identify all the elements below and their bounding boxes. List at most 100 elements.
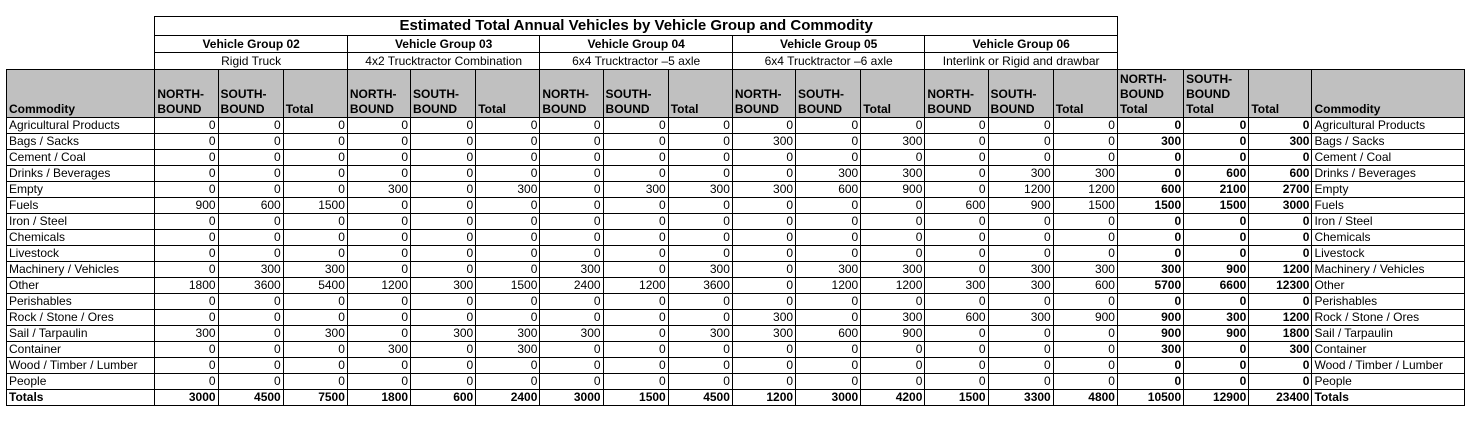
commodity-label: Fuels <box>5 197 156 214</box>
commodity-label: Container <box>1311 341 1465 358</box>
commodity-label: Agricultural Products <box>5 117 156 134</box>
value-cell: 300 <box>154 325 219 342</box>
value-cell: 300 <box>987 309 1054 326</box>
value-cell: 12300 <box>1248 277 1313 294</box>
value-cell: 0 <box>410 133 477 150</box>
value-cell: 12900 <box>1183 389 1250 406</box>
value-cell: 0 <box>1248 117 1313 134</box>
value-cell: 0 <box>1052 117 1118 134</box>
value-cell: 0 <box>539 197 604 214</box>
table-row: Empty 0 0 0 300 0 300 0 300 300 300 600 900 0 1200 1200… <box>5 181 1465 198</box>
commodity-label: Agricultural Products <box>1311 117 1465 134</box>
value-cell: 0 <box>1183 373 1250 390</box>
value-cell: 0 <box>217 357 284 374</box>
value-cell: 0 <box>282 213 348 230</box>
value-cell: 0 <box>602 149 669 166</box>
value-cell: 0 <box>602 341 669 358</box>
value-cell: 300 <box>1052 261 1118 278</box>
value-cell: 0 <box>795 117 862 134</box>
value-cell: 0 <box>154 373 219 390</box>
value-cell: 0 <box>410 261 477 278</box>
table-row: Cement / Coal 0 0 0 0 0 0 0 0 0 0 0 0 0 0 0 0 0 0 Cement / … <box>5 149 1465 166</box>
value-cell: 0 <box>987 213 1054 230</box>
value-cell: 300 <box>1052 165 1118 182</box>
value-cell: 0 <box>539 181 604 198</box>
value-cell: 0 <box>410 309 477 326</box>
value-cell: 1500 <box>1183 197 1250 214</box>
southbound-header: SOUTH-BOUND <box>602 69 669 118</box>
value-cell: 0 <box>924 213 989 230</box>
value-cell: 0 <box>987 373 1054 390</box>
value-cell: 0 <box>410 245 477 262</box>
commodity-header: Commodity <box>5 69 156 118</box>
value-cell: 0 <box>1248 213 1313 230</box>
vehicle-group-name: Vehicle Group 03 <box>346 35 541 53</box>
commodity-label: Perishables <box>1311 293 1465 310</box>
value-cell: 0 <box>1183 357 1250 374</box>
value-cell: 300 <box>1116 341 1185 358</box>
value-cell: 0 <box>1183 117 1250 134</box>
value-cell: 0 <box>346 357 412 374</box>
commodity-label: Chemicals <box>1311 229 1465 246</box>
value-cell: 0 <box>924 293 989 310</box>
value-cell: 0 <box>346 149 412 166</box>
value-cell: 300 <box>602 181 669 198</box>
table-row: Bags / Sacks 0 0 0 0 0 0 0 0 0 300 0 300 0 0 0 300 0 300 Ba… <box>5 133 1465 150</box>
vehicle-commodity-table: Estimated Total Annual Vehicles by Vehic… <box>5 16 1465 406</box>
blank-cell <box>1117 17 1464 36</box>
value-cell: 600 <box>410 389 477 406</box>
value-cell: 0 <box>667 293 733 310</box>
value-cell: 0 <box>410 229 477 246</box>
commodity-label: Other <box>5 277 156 294</box>
table-row: Iron / Steel 0 0 0 0 0 0 0 0 0 0 0 0 0 0 0 0 0 0 Iron / Ste… <box>5 213 1465 230</box>
value-cell: 300 <box>475 325 541 342</box>
value-cell: 300 <box>987 261 1054 278</box>
vehicle-group-name: Vehicle Group 02 <box>154 35 348 53</box>
value-cell: 1200 <box>1248 261 1313 278</box>
value-cell: 0 <box>410 341 477 358</box>
value-cell: 0 <box>346 309 412 326</box>
value-cell: 300 <box>539 325 604 342</box>
value-cell: 300 <box>1248 133 1313 150</box>
commodity-label: Sail / Tarpaulin <box>1311 325 1465 342</box>
table-title: Estimated Total Annual Vehicles by Vehic… <box>154 16 1118 36</box>
value-cell: 300 <box>1183 309 1250 326</box>
value-cell: 0 <box>860 341 926 358</box>
table-row: Livestock 0 0 0 0 0 0 0 0 0 0 0 0 0 0 0 0 0 0 Livestock <box>5 245 1465 262</box>
value-cell: 0 <box>539 213 604 230</box>
value-cell: 0 <box>282 133 348 150</box>
value-cell: 1800 <box>1248 325 1313 342</box>
value-cell: 2700 <box>1248 181 1313 198</box>
value-cell: 0 <box>475 117 541 134</box>
value-cell: 300 <box>475 341 541 358</box>
value-cell: 0 <box>731 165 797 182</box>
value-cell: 300 <box>346 341 412 358</box>
commodity-label: Totals <box>5 389 156 406</box>
value-cell: 0 <box>987 149 1054 166</box>
value-cell: 0 <box>924 261 989 278</box>
table-row: Wood / Timber / Lumber 0 0 0 0 0 0 0 0 0 0 0 0 0 0 0 0 0 0… <box>5 357 1465 374</box>
southbound-total-header: SOUTH-BOUND Total <box>1183 69 1250 118</box>
value-cell: 0 <box>1116 245 1185 262</box>
value-cell: 0 <box>602 165 669 182</box>
blank-cell <box>1117 36 1464 53</box>
value-cell: 0 <box>475 373 541 390</box>
value-cell: 0 <box>282 165 348 182</box>
value-cell: 0 <box>667 197 733 214</box>
commodity-label: Empty <box>5 181 156 198</box>
value-cell: 3300 <box>987 389 1054 406</box>
value-cell: 0 <box>667 309 733 326</box>
value-cell: 0 <box>667 357 733 374</box>
value-cell: 0 <box>731 149 797 166</box>
total-header: Total <box>475 69 541 118</box>
value-cell: 0 <box>1183 341 1250 358</box>
value-cell: 600 <box>1183 165 1250 182</box>
value-cell: 0 <box>154 245 219 262</box>
value-cell: 0 <box>795 245 862 262</box>
northbound-header: NORTH-BOUND <box>731 69 797 118</box>
vehicle-group-description: Interlink or Rigid and drawbar <box>924 52 1118 70</box>
value-cell: 600 <box>924 309 989 326</box>
value-cell: 0 <box>987 229 1054 246</box>
value-cell: 0 <box>987 245 1054 262</box>
value-cell: 0 <box>539 245 604 262</box>
